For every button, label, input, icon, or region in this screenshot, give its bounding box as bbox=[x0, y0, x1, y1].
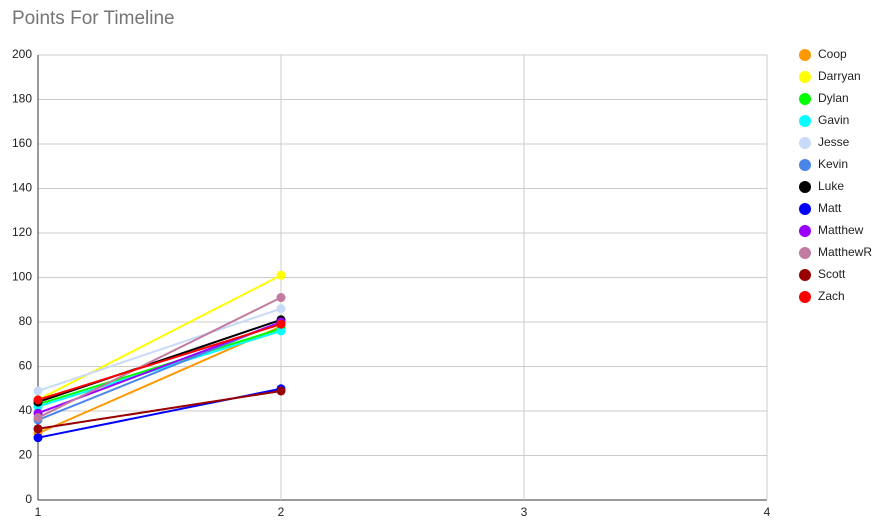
data-point bbox=[276, 270, 286, 280]
legend-label: Darryan bbox=[818, 69, 861, 83]
data-point bbox=[33, 413, 43, 423]
x-tick-label: 3 bbox=[521, 505, 528, 519]
series-line bbox=[37, 296, 282, 419]
legend-swatch bbox=[799, 115, 811, 127]
legend-label: Scott bbox=[818, 267, 846, 281]
legend-swatch bbox=[799, 181, 811, 193]
series-line bbox=[37, 327, 282, 406]
series-line bbox=[37, 307, 282, 392]
data-point bbox=[33, 395, 43, 405]
legend-swatch bbox=[799, 225, 811, 237]
y-tick-label: 160 bbox=[12, 136, 32, 150]
y-tick-label: 120 bbox=[12, 225, 32, 239]
data-point bbox=[33, 424, 43, 434]
legend-swatch bbox=[799, 203, 811, 215]
data-point bbox=[276, 326, 286, 336]
legend-swatch bbox=[799, 137, 811, 149]
data-point bbox=[33, 433, 43, 443]
y-tick-label: 200 bbox=[12, 47, 32, 61]
chart-title: Points For Timeline bbox=[12, 8, 175, 29]
legend-swatch bbox=[799, 269, 811, 281]
data-point bbox=[276, 386, 286, 396]
data-point bbox=[276, 319, 286, 329]
y-tick-label: 40 bbox=[19, 403, 33, 417]
legend-label: Kevin bbox=[818, 157, 848, 171]
x-tick-label: 1 bbox=[35, 505, 42, 519]
legend-label: Zach bbox=[818, 289, 845, 303]
legend-swatch bbox=[799, 49, 811, 61]
series-line bbox=[37, 389, 282, 430]
legend-label: Matt bbox=[818, 201, 842, 215]
legend-label: Luke bbox=[818, 179, 844, 193]
legend-swatch bbox=[799, 93, 811, 105]
y-tick-label: 140 bbox=[12, 181, 32, 195]
series-line bbox=[37, 329, 282, 408]
legend-label: Coop bbox=[818, 47, 847, 61]
series-line bbox=[37, 274, 282, 401]
y-tick-label: 180 bbox=[12, 92, 32, 106]
data-point bbox=[276, 293, 286, 303]
y-tick-label: 0 bbox=[25, 492, 32, 506]
y-tick-label: 80 bbox=[19, 314, 33, 328]
legend-label: Dylan bbox=[818, 91, 849, 105]
series-line bbox=[37, 318, 282, 404]
y-tick-label: 100 bbox=[12, 270, 32, 284]
legend-swatch bbox=[799, 247, 811, 259]
legend-label: Matthew bbox=[818, 223, 864, 237]
legend-label: Jesse bbox=[818, 135, 850, 149]
series-line bbox=[37, 323, 282, 401]
legend-swatch bbox=[799, 71, 811, 83]
data-point bbox=[33, 386, 43, 396]
legend-label: MatthewR bbox=[818, 245, 872, 259]
legend-swatch bbox=[799, 159, 811, 171]
y-tick-label: 60 bbox=[19, 359, 33, 373]
x-tick-label: 2 bbox=[278, 505, 285, 519]
legend-swatch bbox=[799, 291, 811, 303]
legend-label: Gavin bbox=[818, 113, 849, 127]
series-line bbox=[37, 321, 282, 421]
y-tick-label: 20 bbox=[19, 448, 33, 462]
data-point bbox=[276, 304, 286, 314]
x-tick-label: 4 bbox=[764, 505, 771, 519]
